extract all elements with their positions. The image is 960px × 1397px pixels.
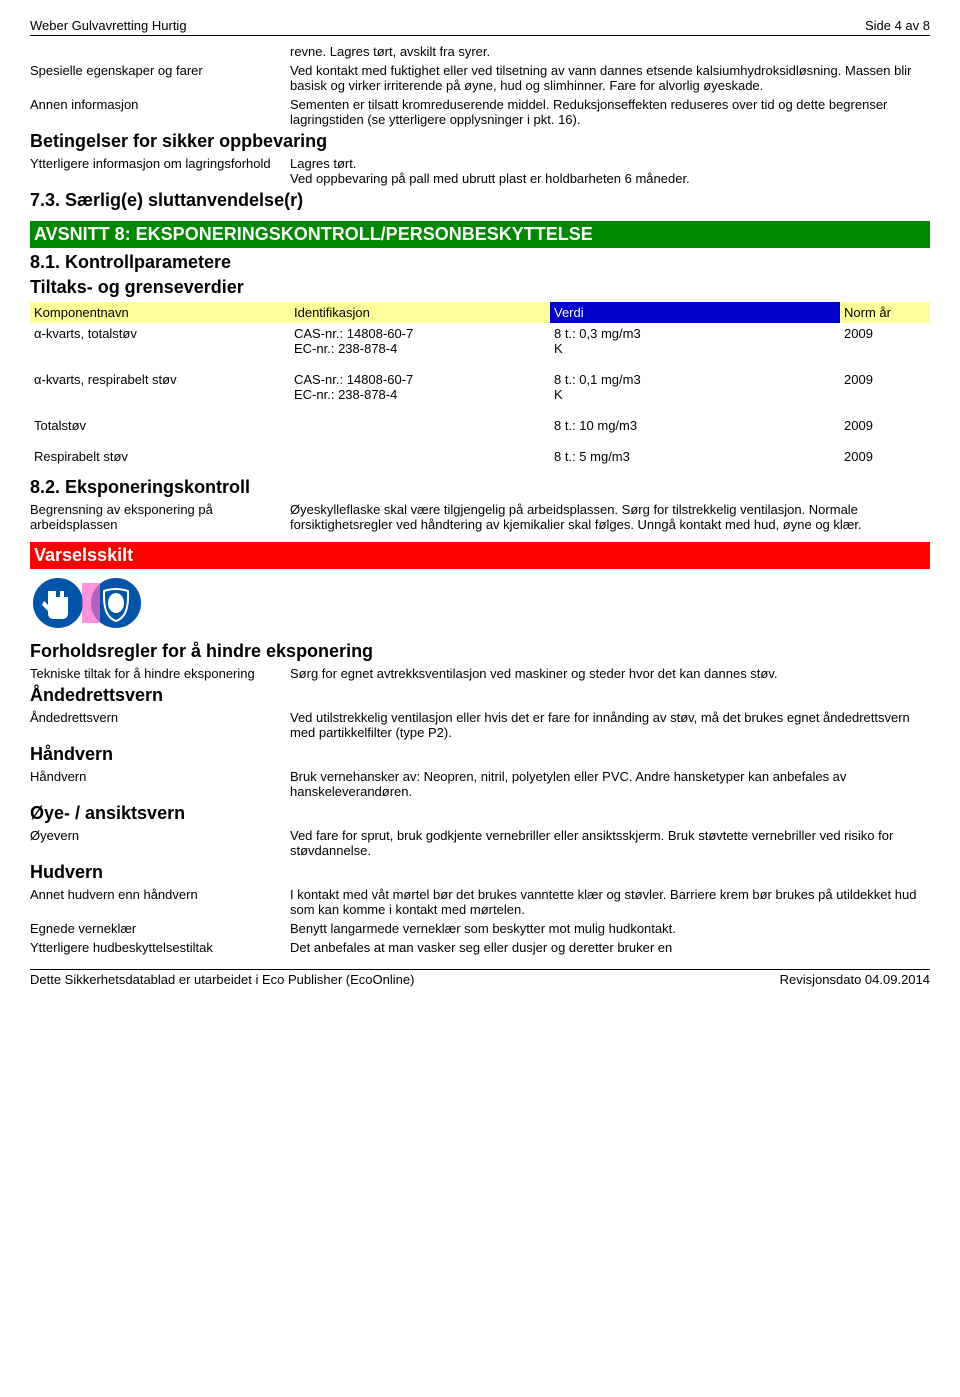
cell-ident [290,446,550,467]
cell-value: 8 t.: 10 mg/m3 [550,415,840,436]
section-8-title-bar: AVSNITT 8: EKSPONERINGSKONTROLL/PERSONBE… [30,221,930,248]
cell-ident [290,415,550,436]
precautions-heading: Forholdsregler for å hindre eksponering [30,641,930,662]
gloves-icon [30,575,86,631]
technical-measures-label: Tekniske tiltak for å hindre eksponering [30,666,290,681]
exposure-limits-table: Komponentnavn Identifikasjon Verdi Norm … [30,302,930,467]
table-row: Respirabelt støv 8 t.: 5 mg/m3 2009 [30,446,930,467]
overlay-rect-icon [82,583,100,623]
further-skin-value: Det anbefales at man vasker seg eller du… [290,940,930,955]
limits-heading: Tiltaks- og grenseverdier [30,277,930,298]
storage-info-value: Lagres tørt. Ved oppbevaring på pall med… [290,156,930,186]
other-skin-value: I kontakt med våt mørtel bør det brukes … [290,887,930,917]
table-row [30,405,930,415]
exposure-limit-value: Øyeskylleflaske skal være tilgjengelig p… [290,502,930,532]
col-value: Verdi [550,302,840,323]
row-eye-protection: Øyevern Ved fare for sprut, bruk godkjen… [30,828,930,858]
cell-value: 8 t.: 0,3 mg/m3 K [550,323,840,359]
eye-protection-label: Øyevern [30,828,290,858]
footer-left: Dette Sikkerhetsdatablad er utarbeidet i… [30,972,414,987]
row-other-info: Annen informasjon Sementen er tilsatt kr… [30,97,930,127]
cell-ident: CAS-nr.: 14808-60-7 EC-nr.: 238-878-4 [290,369,550,405]
special-properties-label: Spesielle egenskaper og farer [30,63,290,93]
footer-right: Revisjonsdato 04.09.2014 [780,972,930,987]
table-row: Totalstøv 8 t.: 10 mg/m3 2009 [30,415,930,436]
varselskilt-bar: Varselsskilt [30,542,930,569]
cell-component: α-kvarts, respirabelt støv [30,369,290,405]
further-skin-label: Ytterligere hudbeskyttelsestiltak [30,940,290,955]
other-skin-label: Annet hudvern enn håndvern [30,887,290,917]
cell-value: 8 t.: 5 mg/m3 [550,446,840,467]
row-technical-measures: Tekniske tiltak for å hindre eksponering… [30,666,930,681]
respiratory-heading: Åndedrettsvern [30,685,930,706]
col-year: Norm år [840,302,930,323]
row-further-skin-measures: Ytterligere hudbeskyttelsestiltak Det an… [30,940,930,955]
exposure-limit-label: Begrensning av eksponering på arbeidspla… [30,502,290,532]
technical-measures-value: Sørg for egnet avtrekksventilasjon ved m… [290,666,930,681]
storage-conditions-heading: Betingelser for sikker oppbevaring [30,131,930,152]
table-row [30,359,930,369]
other-info-label: Annen informasjon [30,97,290,127]
col-component: Komponentnavn [30,302,290,323]
eye-face-protection-heading: Øye- / ansiktsvern [30,803,930,824]
face-shield-icon [88,575,144,631]
hand-protection-heading: Håndvern [30,744,930,765]
page-footer: Dette Sikkerhetsdatablad er utarbeidet i… [30,969,930,987]
cell-year: 2009 [840,323,930,359]
table-row [30,436,930,446]
row-exposure-limit: Begrensning av eksponering på arbeidspla… [30,502,930,532]
respiratory-label: Åndedrettsvern [30,710,290,740]
suitable-clothing-label: Egnede verneklær [30,921,290,936]
respiratory-value: Ved utilstrekkelig ventilasjon eller hvi… [290,710,930,740]
cell-year: 2009 [840,369,930,405]
page-number: Side 4 av 8 [865,18,930,33]
table-header-row: Komponentnavn Identifikasjon Verdi Norm … [30,302,930,323]
subsection-7-3-heading: 7.3. Særlig(e) sluttanvendelse(r) [30,190,930,211]
col-ident: Identifikasjon [290,302,550,323]
subsection-8-2-heading: 8.2. Eksponeringskontroll [30,477,930,498]
hand-protection-value: Bruk vernehansker av: Neopren, nitril, p… [290,769,930,799]
drying-text: revne. Lagres tørt, avskilt fra syrer. [290,44,930,59]
hand-protection-label: Håndvern [30,769,290,799]
row-suitable-clothing: Egnede verneklær Benytt langarmede verne… [30,921,930,936]
cell-ident: CAS-nr.: 14808-60-7 EC-nr.: 238-878-4 [290,323,550,359]
cell-value: 8 t.: 0,1 mg/m3 K [550,369,840,405]
eye-protection-value: Ved fare for sprut, bruk godkjente verne… [290,828,930,858]
subsection-8-1-heading: 8.1. Kontrollparametere [30,252,930,273]
special-properties-value: Ved kontakt med fuktighet eller ved tils… [290,63,930,93]
skin-protection-heading: Hudvern [30,862,930,883]
storage-info-label: Ytterligere informasjon om lagringsforho… [30,156,290,186]
ppe-icon-row [30,575,930,631]
cell-component: Respirabelt støv [30,446,290,467]
cell-year: 2009 [840,415,930,436]
cell-component: Totalstøv [30,415,290,436]
suitable-clothing-value: Benytt langarmede verneklær som beskytte… [290,921,930,936]
cell-component: α-kvarts, totalstøv [30,323,290,359]
other-info-value: Sementen er tilsatt kromreduserende midd… [290,97,930,127]
cell-year: 2009 [840,446,930,467]
row-hand-protection: Håndvern Bruk vernehansker av: Neopren, … [30,769,930,799]
row-storage-info: Ytterligere informasjon om lagringsforho… [30,156,930,186]
table-row: α-kvarts, respirabelt støv CAS-nr.: 1480… [30,369,930,405]
row-drying: revne. Lagres tørt, avskilt fra syrer. [30,44,930,59]
row-respiratory: Åndedrettsvern Ved utilstrekkelig ventil… [30,710,930,740]
row-other-skin-protection: Annet hudvern enn håndvern I kontakt med… [30,887,930,917]
row-special-properties: Spesielle egenskaper og farer Ved kontak… [30,63,930,93]
page-header: Weber Gulvavretting Hurtig Side 4 av 8 [30,18,930,36]
doc-title: Weber Gulvavretting Hurtig [30,18,187,33]
table-row: α-kvarts, totalstøv CAS-nr.: 14808-60-7 … [30,323,930,359]
